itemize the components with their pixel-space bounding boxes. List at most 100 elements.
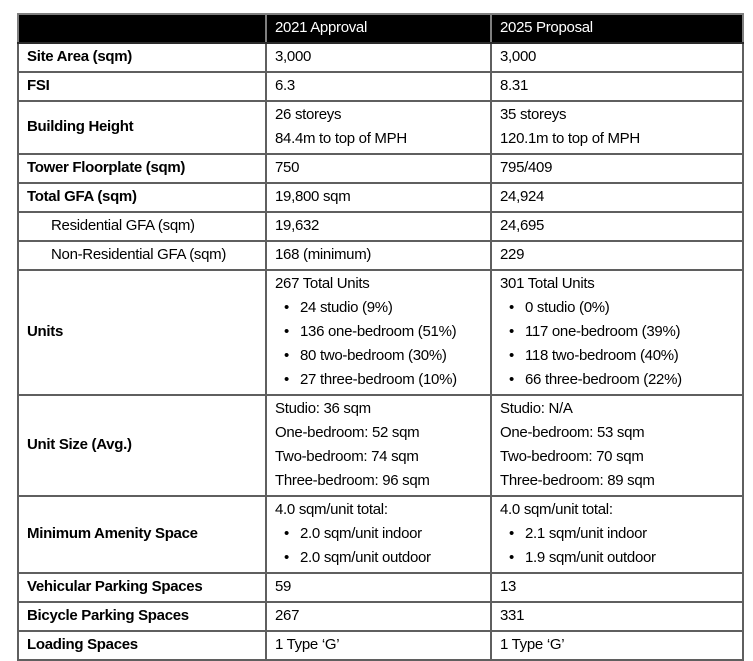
cell-2025-proposal: 3,000 xyxy=(490,42,744,73)
cell-2021-approval: 6.3 xyxy=(265,71,492,102)
text-line: 301 Total Units xyxy=(500,275,595,292)
text-line: One-bedroom: 53 sqm xyxy=(500,424,645,441)
cell-2025-proposal: 35 storeys 120.1m to top of MPH xyxy=(490,100,744,155)
text-line: 4.0 sqm/unit total: xyxy=(275,501,388,518)
text-line: 1 Type ‘G’ xyxy=(500,636,565,653)
bullet-line: 2.1 sqm/unit indoor xyxy=(500,522,734,546)
text-line: Studio: N/A xyxy=(500,400,573,417)
row-label: Bicycle Parking Spaces xyxy=(17,601,267,632)
text-line: 26 storeys xyxy=(275,106,342,123)
text-line: 120.1m to top of MPH xyxy=(500,130,640,147)
text-line: 229 xyxy=(500,246,525,263)
table-row: Site Area (sqm) 3,000 3,000 xyxy=(17,42,744,73)
table-row: Vehicular Parking Spaces 59 13 xyxy=(17,572,744,603)
table-row: Unit Size (Avg.) Studio: 36 sqm One-bedroo… xyxy=(17,394,744,497)
table-row: Non-Residential GFA (sqm) 168 (minimum) 22… xyxy=(17,240,744,271)
cell-2021-approval: 750 xyxy=(265,153,492,184)
comparison-table: 2021 Approval 2025 Proposal Site Area (s… xyxy=(17,13,744,661)
row-label: Total GFA (sqm) xyxy=(17,182,267,213)
table-row: Total GFA (sqm) 19,800 sqm 24,924 xyxy=(17,182,744,213)
bullet-line: 1.9 sqm/unit outdoor xyxy=(500,546,734,570)
cell-2021-approval: 19,800 sqm xyxy=(265,182,492,213)
cell-2025-proposal: 13 xyxy=(490,572,744,603)
text-line: 19,800 sqm xyxy=(275,188,351,205)
cell-2021-approval: 4.0 sqm/unit total: 2.0 sqm/unit indoor2.… xyxy=(265,495,492,574)
text-line: Three-bedroom: 96 sqm xyxy=(275,472,430,489)
cell-2021-approval: 1 Type ‘G’ xyxy=(265,630,492,661)
row-label: Unit Size (Avg.) xyxy=(17,394,267,497)
bullet-line: 136 one-bedroom (51%) xyxy=(275,320,482,344)
text-line: 795/409 xyxy=(500,159,553,176)
text-line: 1 Type ‘G’ xyxy=(275,636,340,653)
bullet-line: 80 two-bedroom (30%) xyxy=(275,344,482,368)
cell-2021-approval: 267 Total Units 24 studio (9%)136 one-bed… xyxy=(265,269,492,396)
text-line: One-bedroom: 52 sqm xyxy=(275,424,420,441)
row-label: Units xyxy=(17,269,267,396)
text-line: 24,924 xyxy=(500,188,545,205)
row-label: FSI xyxy=(17,71,267,102)
text-line: 331 xyxy=(500,607,525,624)
bullet-line: 24 studio (9%) xyxy=(275,296,482,320)
table-row: Loading Spaces 1 Type ‘G’ 1 Type ‘G’ xyxy=(17,630,744,661)
cell-2025-proposal: 301 Total Units 0 studio (0%)117 one-bedr… xyxy=(490,269,744,396)
row-label: Building Height xyxy=(17,100,267,155)
row-label: Residential GFA (sqm) xyxy=(17,211,267,242)
header-cell-blank xyxy=(17,13,267,44)
row-label: Tower Floorplate (sqm) xyxy=(17,153,267,184)
row-label: Non-Residential GFA (sqm) xyxy=(17,240,267,271)
header-row: 2021 Approval 2025 Proposal xyxy=(17,13,744,44)
text-line: 35 storeys xyxy=(500,106,567,123)
row-label: Site Area (sqm) xyxy=(17,42,267,73)
text-line: 267 xyxy=(275,607,300,624)
cell-2021-approval: 267 xyxy=(265,601,492,632)
table-row: Building Height 26 storeys 84.4m to top of… xyxy=(17,100,744,155)
cell-2025-proposal: 795/409 xyxy=(490,153,744,184)
text-line: 267 Total Units xyxy=(275,275,370,292)
text-line: 4.0 sqm/unit total: xyxy=(500,501,613,518)
text-line: 8.31 xyxy=(500,77,528,94)
text-line: 24,695 xyxy=(500,217,545,234)
cell-2025-proposal: 8.31 xyxy=(490,71,744,102)
text-line: 750 xyxy=(275,159,300,176)
text-line: 13 xyxy=(500,578,517,595)
table-row: Units 267 Total Units 24 studio (9%)136 on… xyxy=(17,269,744,396)
table-row: Bicycle Parking Spaces 267 331 xyxy=(17,601,744,632)
table-row: Residential GFA (sqm) 19,632 24,695 xyxy=(17,211,744,242)
table-row: Minimum Amenity Space 4.0 sqm/unit total:… xyxy=(17,495,744,574)
bullet-line: 117 one-bedroom (39%) xyxy=(500,320,734,344)
cell-2025-proposal: 331 xyxy=(490,601,744,632)
text-line: 19,632 xyxy=(275,217,320,234)
row-label: Loading Spaces xyxy=(17,630,267,661)
text-line: Three-bedroom: 89 sqm xyxy=(500,472,655,489)
row-label: Minimum Amenity Space xyxy=(17,495,267,574)
header-cell-2025-proposal: 2025 Proposal xyxy=(490,13,744,44)
bullet-line: 66 three-bedroom (22%) xyxy=(500,368,734,392)
text-line: 3,000 xyxy=(500,48,537,65)
row-label: Vehicular Parking Spaces xyxy=(17,572,267,603)
bullet-line: 2.0 sqm/unit outdoor xyxy=(275,546,482,570)
text-line: 168 (minimum) xyxy=(275,246,372,263)
document-page: 2021 Approval 2025 Proposal Site Area (s… xyxy=(0,0,753,632)
bullet-line: 0 studio (0%) xyxy=(500,296,734,320)
bullet-line: 2.0 sqm/unit indoor xyxy=(275,522,482,546)
cell-2021-approval: 26 storeys 84.4m to top of MPH xyxy=(265,100,492,155)
cell-2021-approval: 168 (minimum) xyxy=(265,240,492,271)
table-row: FSI 6.3 8.31 xyxy=(17,71,744,102)
text-line: Two-bedroom: 74 sqm xyxy=(275,448,419,465)
cell-2025-proposal: 4.0 sqm/unit total: 2.1 sqm/unit indoor1.… xyxy=(490,495,744,574)
cell-2021-approval: Studio: 36 sqm One-bedroom: 52 sqm Two-bed… xyxy=(265,394,492,497)
text-line: 3,000 xyxy=(275,48,312,65)
header-cell-2021-approval: 2021 Approval xyxy=(265,13,492,44)
text-line: Studio: 36 sqm xyxy=(275,400,371,417)
bullet-line: 118 two-bedroom (40%) xyxy=(500,344,734,368)
cell-2025-proposal: 24,695 xyxy=(490,211,744,242)
table-row: Tower Floorplate (sqm) 750 795/409 xyxy=(17,153,744,184)
cell-2021-approval: 3,000 xyxy=(265,42,492,73)
cell-2025-proposal: Studio: N/A One-bedroom: 53 sqm Two-bedroo… xyxy=(490,394,744,497)
bullet-line: 27 three-bedroom (10%) xyxy=(275,368,482,392)
text-line: 84.4m to top of MPH xyxy=(275,130,407,147)
text-line: 6.3 xyxy=(275,77,295,94)
cell-2021-approval: 19,632 xyxy=(265,211,492,242)
cell-2025-proposal: 1 Type ‘G’ xyxy=(490,630,744,661)
cell-2021-approval: 59 xyxy=(265,572,492,603)
